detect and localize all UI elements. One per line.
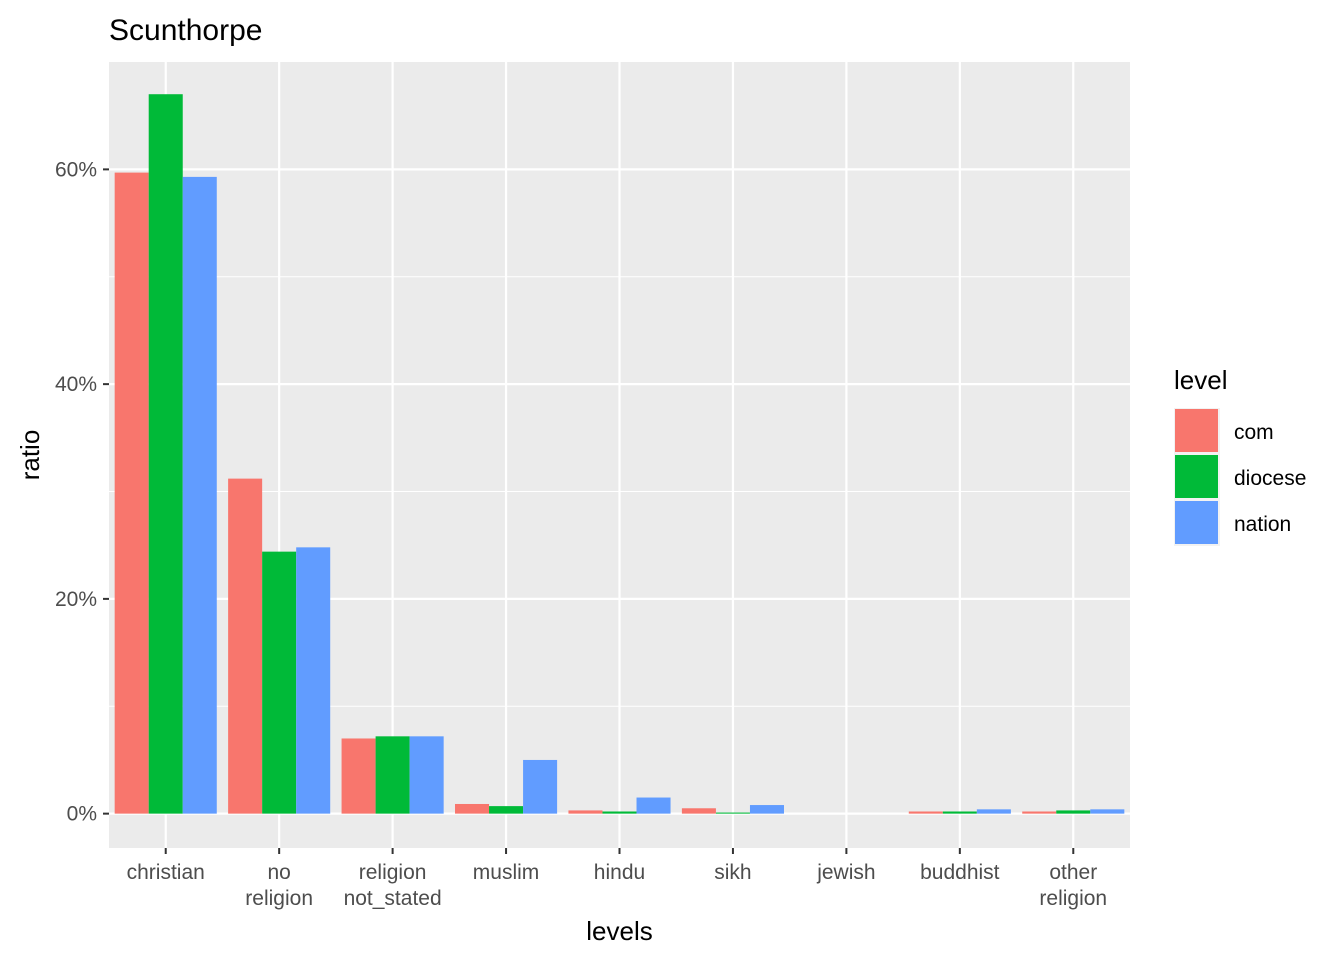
legend: level com diocese nation bbox=[1174, 365, 1306, 546]
y-tick-label: 20% bbox=[55, 588, 97, 611]
bar-com bbox=[341, 738, 376, 814]
bar-diocese bbox=[262, 551, 297, 814]
x-tick-label: sikh bbox=[714, 861, 751, 884]
x-tick-label: religion not_stated bbox=[344, 861, 442, 910]
bar-nation bbox=[749, 805, 784, 814]
x-axis-title: levels bbox=[586, 916, 652, 946]
bar-diocese bbox=[489, 806, 524, 814]
legend-swatch-nation bbox=[1175, 501, 1218, 544]
bar-diocese bbox=[1056, 810, 1091, 814]
bar-com bbox=[1022, 811, 1057, 814]
bar-diocese bbox=[375, 736, 410, 814]
bar-com bbox=[681, 808, 716, 814]
bar-diocese bbox=[715, 812, 750, 814]
bar-nation bbox=[523, 759, 558, 814]
x-tick-label: no religion bbox=[245, 861, 313, 910]
y-axis-title: ratio bbox=[15, 430, 45, 481]
legend-swatch-com bbox=[1175, 409, 1218, 452]
legend-title: level bbox=[1174, 365, 1227, 395]
legend-label-com: com bbox=[1234, 421, 1274, 444]
legend-label-diocese: diocese bbox=[1234, 467, 1306, 490]
bars bbox=[114, 94, 1125, 814]
bar-diocese bbox=[602, 811, 637, 814]
bar-com bbox=[908, 811, 943, 814]
x-tick-label: other religion bbox=[1039, 861, 1107, 910]
bar-com bbox=[455, 803, 490, 814]
x-tick-label: buddhist bbox=[920, 861, 1000, 884]
x-axis-ticks: christian no religion religion not_stated mus… bbox=[127, 848, 1107, 910]
legend-label-nation: nation bbox=[1234, 513, 1291, 536]
chart-title: Scunthorpe bbox=[109, 14, 262, 47]
bar-nation bbox=[182, 176, 217, 814]
y-tick-label: 40% bbox=[55, 373, 97, 396]
bar-diocese bbox=[148, 94, 183, 814]
x-tick-label: jewish bbox=[816, 861, 875, 884]
y-tick-label: 60% bbox=[55, 158, 97, 181]
bar-nation bbox=[409, 736, 444, 814]
y-tick-label: 0% bbox=[67, 803, 97, 826]
bar-nation bbox=[636, 797, 671, 814]
x-tick-label: hindu bbox=[594, 861, 645, 884]
bar-diocese bbox=[942, 811, 977, 814]
bar-com bbox=[114, 172, 149, 814]
x-tick-label: christian bbox=[127, 861, 205, 884]
bar-nation bbox=[1090, 809, 1125, 814]
y-axis-ticks: 0% 20% 40% 60% bbox=[55, 158, 109, 826]
bar-com bbox=[228, 478, 263, 814]
legend-swatch-diocese bbox=[1175, 455, 1218, 498]
bar-com bbox=[568, 810, 603, 814]
bar-nation bbox=[296, 547, 331, 814]
bar-nation bbox=[976, 809, 1011, 814]
x-tick-label: muslim bbox=[473, 861, 540, 884]
